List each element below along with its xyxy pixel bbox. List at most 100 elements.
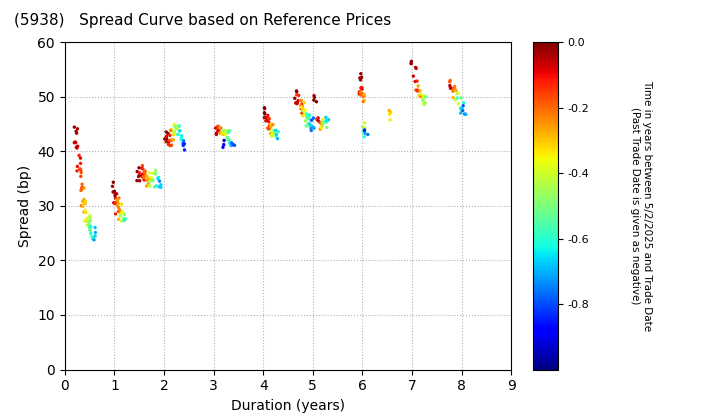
Point bbox=[177, 140, 189, 147]
Point bbox=[455, 110, 467, 116]
Point bbox=[308, 97, 320, 103]
Point bbox=[295, 97, 307, 104]
Point bbox=[320, 114, 332, 121]
Point bbox=[120, 215, 131, 222]
Point bbox=[225, 139, 236, 145]
Point bbox=[308, 125, 320, 131]
Point bbox=[418, 101, 430, 108]
Point bbox=[75, 166, 86, 173]
Point bbox=[169, 131, 181, 138]
Point bbox=[172, 124, 184, 131]
Point bbox=[116, 201, 127, 207]
Point bbox=[258, 114, 270, 121]
Point bbox=[300, 118, 311, 124]
Point bbox=[215, 130, 227, 137]
Point bbox=[107, 189, 119, 195]
Point bbox=[150, 167, 161, 174]
Point bbox=[271, 131, 282, 138]
Point bbox=[299, 107, 310, 113]
Point bbox=[118, 215, 130, 222]
Point bbox=[413, 88, 425, 94]
Text: (5938)   Spread Curve based on Reference Prices: (5938) Spread Curve based on Reference P… bbox=[14, 13, 392, 28]
Point bbox=[295, 102, 307, 109]
Point bbox=[221, 127, 233, 134]
Point bbox=[176, 136, 187, 143]
Point bbox=[144, 182, 156, 189]
Point bbox=[150, 182, 162, 189]
Point bbox=[359, 130, 371, 137]
Point bbox=[174, 123, 185, 129]
Point bbox=[457, 102, 469, 109]
Point bbox=[458, 100, 469, 106]
Point bbox=[212, 123, 224, 130]
Point bbox=[410, 78, 421, 85]
Point bbox=[415, 92, 426, 99]
Point bbox=[116, 209, 127, 216]
Point bbox=[305, 127, 317, 134]
Point bbox=[76, 169, 87, 176]
Point bbox=[265, 123, 276, 130]
Point bbox=[119, 211, 130, 218]
Point bbox=[71, 130, 82, 136]
Point bbox=[114, 207, 125, 213]
Point bbox=[89, 224, 101, 231]
Point bbox=[218, 127, 230, 134]
Point bbox=[455, 105, 467, 111]
Point bbox=[179, 141, 190, 147]
Point bbox=[418, 95, 429, 102]
Point bbox=[140, 183, 152, 189]
Point bbox=[212, 123, 224, 130]
Point bbox=[405, 60, 417, 67]
Point bbox=[317, 116, 328, 123]
Point bbox=[290, 100, 302, 106]
Point bbox=[321, 124, 333, 131]
Point bbox=[89, 236, 100, 243]
Point bbox=[144, 177, 156, 184]
Point bbox=[298, 108, 310, 115]
Point bbox=[354, 89, 366, 96]
Point bbox=[266, 127, 277, 134]
Point bbox=[408, 73, 419, 79]
Point bbox=[84, 226, 96, 233]
Point bbox=[71, 163, 83, 170]
Point bbox=[109, 188, 120, 194]
Point bbox=[113, 208, 125, 215]
Point bbox=[147, 170, 158, 177]
Point bbox=[449, 97, 461, 103]
Point bbox=[258, 104, 270, 111]
Point bbox=[87, 234, 99, 241]
Point bbox=[357, 93, 369, 100]
Point bbox=[119, 217, 130, 224]
Point bbox=[356, 74, 367, 81]
Point bbox=[295, 105, 307, 112]
Point bbox=[85, 217, 96, 224]
Point bbox=[266, 131, 278, 138]
Point bbox=[76, 184, 88, 191]
Point bbox=[176, 134, 187, 141]
Point bbox=[301, 110, 312, 117]
Point bbox=[357, 123, 369, 130]
Point bbox=[359, 97, 370, 103]
Point bbox=[419, 99, 431, 106]
Point bbox=[306, 117, 318, 123]
Point bbox=[89, 233, 101, 239]
Point bbox=[75, 187, 86, 194]
Point bbox=[114, 213, 126, 219]
Point bbox=[447, 94, 459, 101]
Point bbox=[71, 144, 83, 151]
Point bbox=[138, 166, 149, 173]
Point bbox=[140, 168, 151, 175]
Point bbox=[72, 126, 84, 132]
Point bbox=[447, 85, 459, 92]
Point bbox=[80, 209, 91, 216]
Point bbox=[153, 174, 164, 181]
Point bbox=[71, 128, 82, 135]
Point bbox=[161, 135, 172, 142]
Point bbox=[359, 119, 371, 126]
Point bbox=[306, 123, 318, 130]
Point bbox=[178, 137, 189, 144]
Point bbox=[108, 200, 120, 206]
Point bbox=[166, 137, 177, 144]
Point bbox=[302, 120, 314, 127]
Point bbox=[219, 129, 230, 135]
